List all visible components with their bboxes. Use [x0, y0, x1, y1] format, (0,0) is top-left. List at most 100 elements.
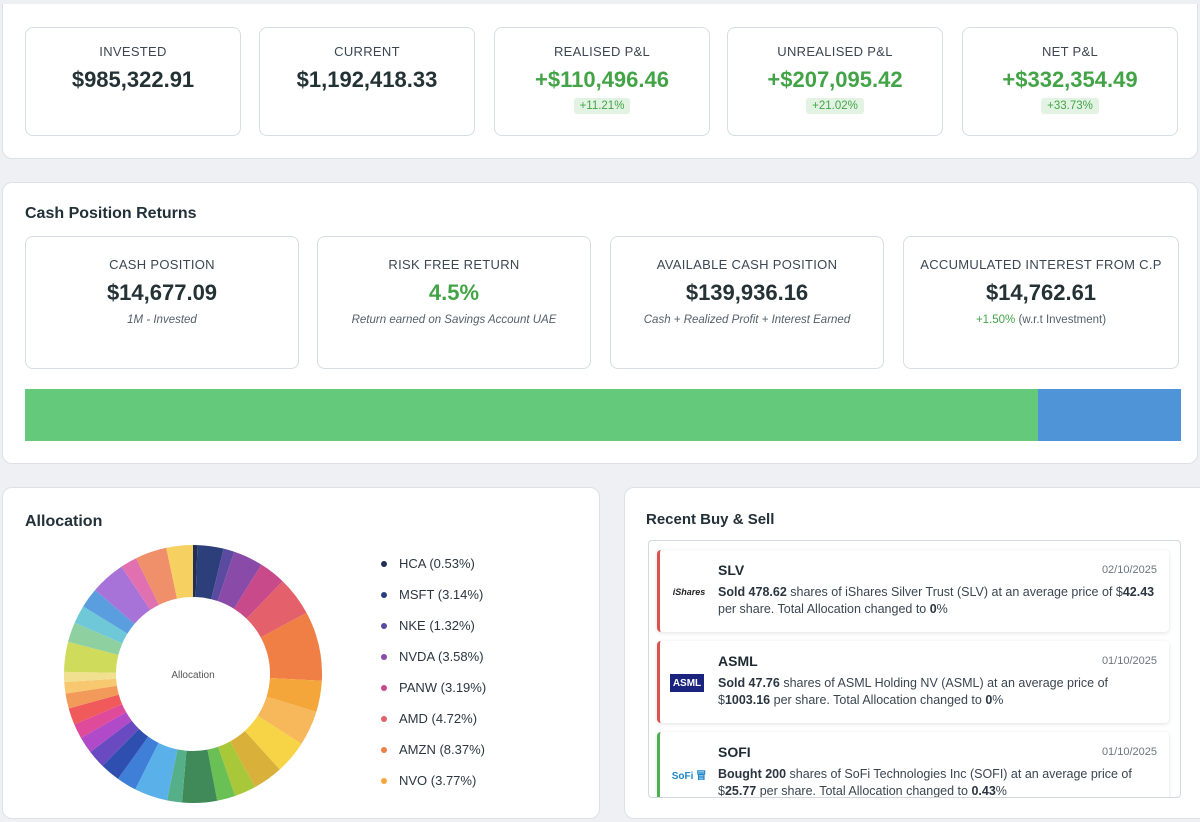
legend-label: PANW (3.19%) [399, 680, 487, 695]
donut-slice[interactable] [217, 551, 262, 609]
trade-symbol: SOFI [718, 744, 751, 760]
donut-slice[interactable] [64, 671, 117, 682]
donut-slice[interactable] [68, 622, 123, 655]
donut-slice[interactable] [246, 581, 307, 638]
recent-trades-title: Recent Buy & Sell [646, 511, 775, 528]
invested-label: INVESTED [99, 44, 167, 59]
legend-item[interactable]: HCA (0.53%) [381, 548, 486, 579]
donut-slice[interactable] [193, 545, 198, 598]
legend-dot-icon [381, 777, 387, 784]
donut-slice[interactable] [260, 612, 322, 681]
cash-allocation-bar [25, 389, 1181, 441]
legend-dot-icon [381, 591, 387, 598]
cash-position-value: $14,677.09 [106, 280, 218, 305]
donut-slice[interactable] [195, 545, 224, 600]
invested-card: INVESTED $985,322.91 [25, 27, 241, 136]
ishares-logo: iShares [672, 587, 706, 597]
legend-item[interactable]: NVO (3.77%) [381, 765, 486, 796]
current-value: $1,192,418.33 [296, 67, 438, 92]
cash-section-title: Cash Position Returns [25, 205, 197, 222]
trade-symbol: ASML [718, 653, 758, 669]
trades-list[interactable]: iShares SLV 02/10/2025 Sold 478.62 share… [648, 540, 1181, 798]
cash-position-panel: Cash Position Returns CASH POSITION $14,… [2, 182, 1198, 464]
cash-allocation-bar-fill [25, 389, 1038, 441]
cash-position-label: CASH POSITION [109, 257, 215, 272]
allocation-legend: HCA (0.53%) MSFT (3.14%) NKE (1.32%) NVDA (… [381, 548, 486, 796]
legend-item[interactable]: NVDA (3.58%) [381, 641, 486, 672]
legend-label: AMD (4.72%) [399, 711, 478, 726]
cash-position-sub: 1M - Invested [127, 314, 197, 326]
donut-slice[interactable] [74, 606, 128, 644]
donut-slice[interactable] [181, 749, 218, 803]
donut-slice[interactable] [135, 742, 178, 801]
allocation-donut-chart: Allocation [64, 545, 322, 803]
donut-center-label: Allocation [171, 670, 214, 681]
unrealised-pl-card: UNREALISED P&L +$207,095.42 +21.02% [727, 27, 943, 136]
cash-position-card: CASH POSITION $14,677.09 1M - Invested [25, 236, 299, 369]
available-cash-label: AVAILABLE CASH POSITION [656, 257, 838, 272]
donut-slice[interactable] [83, 590, 135, 634]
legend-item[interactable]: AMD (4.72%) [381, 703, 486, 734]
donut-slice[interactable] [95, 566, 151, 624]
donut-slice[interactable] [102, 728, 149, 779]
invested-value: $985,322.91 [71, 67, 195, 92]
donut-slice[interactable] [166, 545, 193, 599]
risk-free-return-sub: Return earned on Savings Account UAE [351, 314, 557, 326]
trade-description: Bought 200 shares of SoFi Technologies I… [718, 767, 1132, 798]
donut-slice[interactable] [233, 564, 283, 619]
realised-pl-card: REALISED P&L +$110,496.46 +11.21% [494, 27, 710, 136]
donut-slice[interactable] [218, 741, 256, 796]
legend-label: AMZN (8.37%) [399, 742, 485, 757]
risk-free-return-label: RISK FREE RETURN [388, 257, 520, 272]
legend-item[interactable]: NKE (1.32%) [381, 610, 486, 641]
trade-card-slv[interactable]: iShares SLV 02/10/2025 Sold 478.62 share… [657, 550, 1169, 632]
trade-card-sofi[interactable]: SoFi 冒 SOFI 01/10/2025 Bought 200 shares… [657, 732, 1169, 798]
donut-slice[interactable] [207, 746, 236, 801]
donut-slice[interactable] [230, 731, 280, 788]
donut-slice[interactable] [74, 704, 127, 738]
donut-slice[interactable] [90, 720, 139, 766]
legend-item[interactable]: PANW (3.19%) [381, 672, 486, 703]
trade-card-asml[interactable]: ASML ASML 01/10/2025 Sold 47.76 shares o… [657, 641, 1169, 723]
asml-logo: ASML [670, 674, 704, 692]
legend-dot-icon [381, 746, 387, 753]
unrealised-pl-label: UNREALISED P&L [777, 44, 893, 59]
net-pl-value: +$332,354.49 [1002, 67, 1138, 92]
legend-label: NVDA (3.58%) [399, 649, 484, 664]
accumulated-interest-label: ACCUMULATED INTEREST FROM C.P [920, 257, 1162, 272]
donut-slice[interactable] [68, 694, 123, 725]
donut-slice[interactable] [166, 749, 187, 803]
donut-slice[interactable] [65, 685, 119, 709]
trade-date: 01/10/2025 [1101, 746, 1157, 758]
legend-dot-icon [381, 715, 387, 722]
donut-slice[interactable] [117, 736, 159, 790]
trade-date: 01/10/2025 [1101, 655, 1157, 667]
recent-trades-panel: Recent Buy & Sell iShares SLV 02/10/2025… [624, 487, 1200, 819]
donut-slice[interactable] [121, 558, 160, 610]
legend-dot-icon [381, 622, 387, 629]
donut-slice[interactable] [80, 712, 132, 753]
donut-slice[interactable] [64, 641, 119, 673]
summary-panel: INVESTED $985,322.91 CURRENT $1,192,418.… [2, 4, 1198, 159]
legend-label: MSFT (3.14%) [399, 587, 484, 602]
donut-slice[interactable] [211, 548, 235, 602]
unrealised-pl-badge: +21.02% [806, 98, 864, 114]
realised-pl-value: +$110,496.46 [535, 67, 669, 92]
trade-symbol: SLV [718, 562, 745, 578]
legend-label: NKE (1.32%) [399, 618, 475, 633]
legend-item[interactable]: MSFT (3.14%) [381, 579, 486, 610]
accumulated-interest-value: $14,762.61 [985, 280, 1097, 305]
donut-slice[interactable] [136, 547, 178, 605]
donut-slice[interactable] [257, 696, 317, 744]
legend-dot-icon [381, 653, 387, 660]
donut-slice[interactable] [244, 715, 302, 770]
donut-slice[interactable] [266, 677, 322, 712]
net-pl-label: NET P&L [1041, 44, 1099, 59]
donut-slice[interactable] [64, 678, 117, 694]
accumulated-interest-card: ACCUMULATED INTEREST FROM C.P $14,762.61… [903, 236, 1179, 369]
allocation-panel: Allocation Allocation HCA (0.53%) MSFT (3… [2, 487, 600, 819]
available-cash-card: AVAILABLE CASH POSITION $139,936.16 Cash… [610, 236, 884, 369]
sofi-logo: SoFi 冒 [671, 770, 707, 782]
legend-label: NVO (3.77%) [399, 773, 477, 788]
legend-item[interactable]: AMZN (8.37%) [381, 734, 486, 765]
